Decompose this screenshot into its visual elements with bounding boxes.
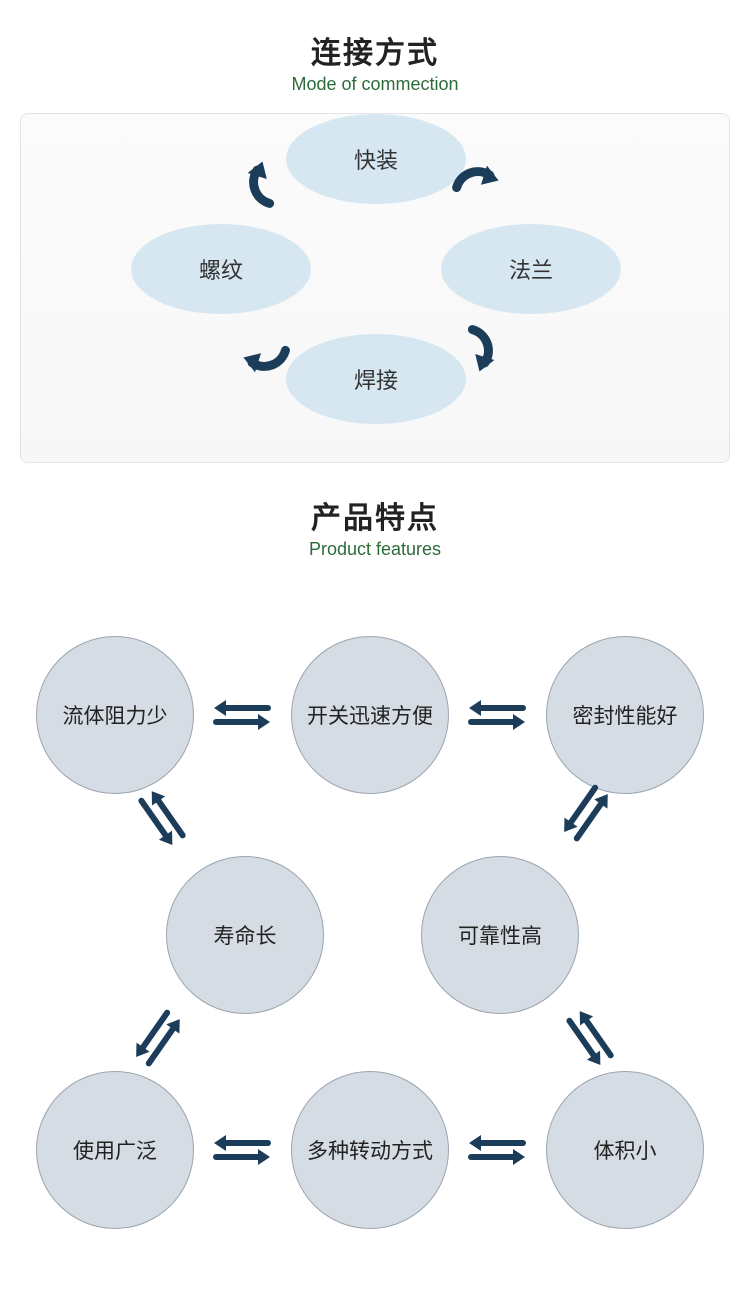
bidirectional-connector-icon [212, 698, 272, 737]
bidirectional-connector-icon [555, 1004, 621, 1076]
feature-node-c5: 可靠性高 [421, 856, 579, 1014]
feature-node-c6: 使用广泛 [36, 1071, 194, 1229]
bidirectional-connector-icon [467, 1133, 527, 1172]
cycle-node-right: 法兰 [441, 224, 621, 314]
section1-title-cn: 连接方式 [0, 28, 750, 72]
cycle-arrow-icon [241, 159, 291, 209]
section1-title-en: Mode of commection [0, 74, 750, 95]
cycle-arrow-icon [451, 324, 501, 374]
features-diagram: 流体阻力少开关迅速方便密封性能好寿命长可靠性高使用广泛多种转动方式体积小 [0, 590, 750, 1250]
feature-node-c4: 寿命长 [166, 856, 324, 1014]
bidirectional-connector-icon [127, 784, 193, 856]
bidirectional-connector-icon [212, 1133, 272, 1172]
section2-title-en: Product features [0, 539, 750, 560]
section1-title: 连接方式 Mode of commection [0, 0, 750, 95]
feature-node-c8: 体积小 [546, 1071, 704, 1229]
feature-node-c7: 多种转动方式 [291, 1071, 449, 1229]
cycle-node-left: 螺纹 [131, 224, 311, 314]
connection-cycle-panel: 快装法兰焊接 螺纹 [20, 113, 730, 463]
feature-node-c1: 流体阻力少 [36, 636, 194, 794]
cycle-arrow-icon [451, 159, 501, 209]
feature-node-c2: 开关迅速方便 [291, 636, 449, 794]
cycle-node-bottom: 焊接 [286, 334, 466, 424]
bidirectional-connector-icon [127, 1004, 193, 1076]
section2-title: 产品特点 Product features [0, 493, 750, 560]
cycle-arrow-icon [241, 329, 291, 379]
section2-title-cn: 产品特点 [0, 493, 750, 537]
bidirectional-connector-icon [467, 698, 527, 737]
feature-node-c3: 密封性能好 [546, 636, 704, 794]
cycle-node-top: 快装 [286, 114, 466, 204]
